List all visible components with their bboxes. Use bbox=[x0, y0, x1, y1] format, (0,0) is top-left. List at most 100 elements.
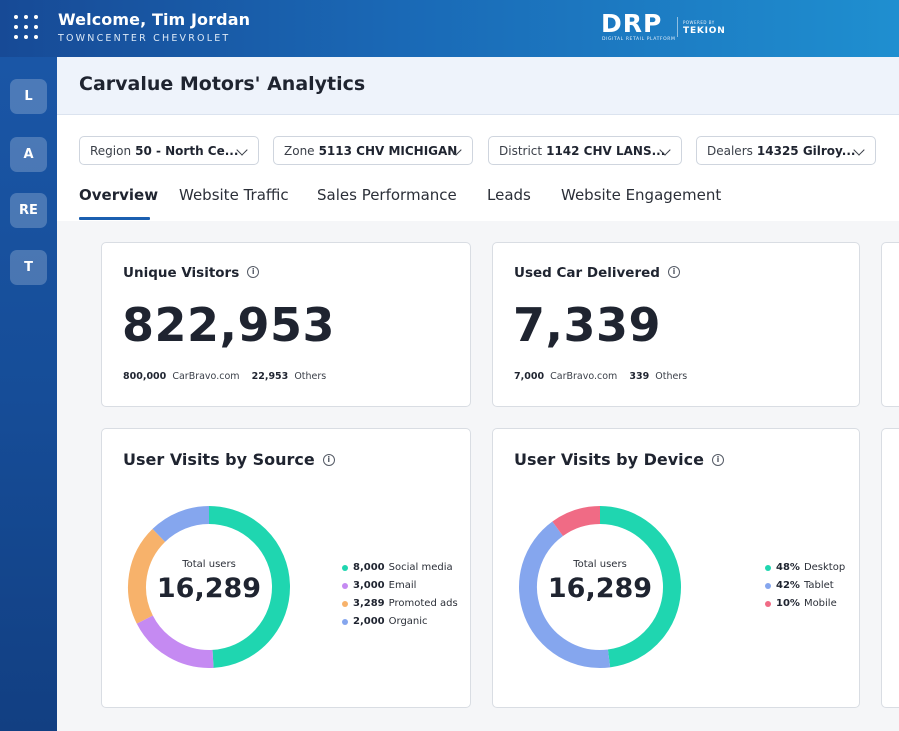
card-title: Unique Visitors bbox=[123, 265, 240, 281]
legend-label: Tablet bbox=[803, 580, 834, 591]
kpi-card-partial bbox=[881, 242, 899, 407]
legend-dot bbox=[342, 564, 348, 571]
legend-dot bbox=[342, 600, 348, 607]
legend-label: Organic bbox=[388, 616, 428, 627]
welcome-text: Welcome, Tim Jordan bbox=[58, 10, 251, 29]
sidebar-item-l[interactable]: L bbox=[10, 79, 47, 114]
legend-amount: 3,000 bbox=[353, 580, 385, 591]
legend-label: Email bbox=[388, 580, 417, 591]
breakdown-amount: 800,000 bbox=[123, 371, 167, 382]
zone-filter-dropdown[interactable]: Zone 5113 CHV MICHIGAN bbox=[273, 136, 473, 165]
filter-value: 1142 CHV LANS... bbox=[546, 143, 666, 158]
chart-card-partial bbox=[881, 428, 899, 708]
powered-by-text: POWERED BY bbox=[683, 20, 715, 25]
donut-center-label: Total users bbox=[573, 559, 627, 570]
district-filter-dropdown[interactable]: District 1142 CHV LANS... bbox=[488, 136, 682, 165]
donut-slice-desktop[interactable] bbox=[599, 506, 681, 668]
kpi-breakdown: 800,000 CarBravo.com 22,953 Others bbox=[123, 371, 326, 382]
filter-label: Zone bbox=[284, 143, 315, 158]
donut-slice-social-media[interactable] bbox=[208, 506, 290, 668]
breakdown-label: CarBravo.com bbox=[172, 371, 240, 382]
breakdown-label: CarBravo.com bbox=[550, 371, 618, 382]
tab-overview[interactable]: Overview bbox=[79, 186, 159, 204]
dealers-filter-dropdown[interactable]: Dealers 14325 Gilroy... bbox=[696, 136, 876, 165]
kpi-breakdown: 7,000 CarBravo.com 339 Others bbox=[514, 371, 687, 382]
kpi-value: 822,953 bbox=[122, 298, 336, 352]
filter-value: 5113 CHV MICHIGAN bbox=[318, 143, 458, 158]
donut-center-value: 16,289 bbox=[547, 573, 653, 604]
page-title-bar: Carvalue Motors' Analytics bbox=[57, 57, 899, 115]
tab-leads[interactable]: Leads bbox=[487, 186, 531, 204]
legend-item-email: 3,000 Email bbox=[342, 580, 416, 591]
sidebar-item-t[interactable]: T bbox=[10, 250, 47, 285]
user-visits-by-source-card: User Visits by Source i Total users 16,28… bbox=[101, 428, 471, 708]
legend-amount: 10% bbox=[776, 598, 800, 609]
donut-slice-promoted-ads[interactable] bbox=[128, 528, 166, 624]
card-title: User Visits by Device bbox=[514, 450, 704, 469]
logo-divider bbox=[677, 17, 678, 37]
card-title: User Visits by Source bbox=[123, 450, 315, 469]
tab-sales-performance[interactable]: Sales Performance bbox=[317, 186, 457, 204]
tekion-logo-text: TEKION bbox=[683, 26, 726, 36]
donut-slice-organic[interactable] bbox=[152, 506, 210, 543]
drp-logo-text: DRP bbox=[601, 9, 663, 38]
info-icon[interactable]: i bbox=[322, 453, 335, 466]
sidebar-item-a[interactable]: A bbox=[10, 137, 47, 172]
dealer-name: TOWNCENTER CHEVROLET bbox=[58, 33, 231, 44]
legend-amount: 48% bbox=[776, 562, 800, 573]
legend-item-tablet: 42% Tablet bbox=[765, 580, 834, 591]
breakdown-amount: 7,000 bbox=[514, 371, 545, 382]
app-grid-icon[interactable] bbox=[14, 15, 42, 43]
legend-item-mobile: 10% Mobile bbox=[765, 598, 837, 609]
filter-value: 50 - North Ce... bbox=[135, 143, 239, 158]
legend-label: Promoted ads bbox=[388, 598, 458, 609]
used-car-delivered-card: Used Car Delivered i 7,339 7,000 CarBravo… bbox=[492, 242, 860, 407]
filter-label: District bbox=[499, 143, 543, 158]
donut-slice-email[interactable] bbox=[136, 615, 214, 668]
breakdown-label: Others bbox=[294, 371, 327, 382]
unique-visitors-card: Unique Visitors i 822,953 800,000 CarBrav… bbox=[101, 242, 471, 407]
filter-value: 14325 Gilroy... bbox=[756, 143, 856, 158]
sidebar: L A RE T bbox=[0, 57, 57, 731]
card-title-wrap: User Visits by Device i bbox=[514, 450, 724, 469]
filter-label: Region bbox=[90, 143, 132, 158]
drp-logo: DRP DIGITAL RETAIL PLATFORM POWERED BY T… bbox=[601, 9, 741, 46]
tab-website-engagement[interactable]: Website Engagement bbox=[561, 186, 722, 204]
legend-amount: 8,000 bbox=[353, 562, 385, 573]
legend-amount: 42% bbox=[776, 580, 800, 591]
card-title-wrap: User Visits by Source i bbox=[123, 450, 335, 469]
breakdown-label: Others bbox=[655, 371, 688, 382]
card-title-wrap: Unique Visitors i bbox=[123, 265, 260, 281]
info-icon[interactable]: i bbox=[712, 453, 724, 466]
device-donut-chart bbox=[519, 506, 681, 668]
legend-amount: 3,289 bbox=[353, 598, 385, 609]
user-visits-by-device-card: User Visits by Device i Total users 16,28… bbox=[492, 428, 860, 708]
legend-dot bbox=[342, 582, 348, 589]
legend-item-social-media: 8,000 Social media bbox=[342, 562, 453, 573]
sidebar-item-re[interactable]: RE bbox=[10, 193, 47, 228]
active-tab-indicator bbox=[79, 217, 150, 220]
info-icon[interactable]: i bbox=[247, 266, 260, 278]
info-icon[interactable]: i bbox=[667, 266, 680, 278]
breakdown-amount: 339 bbox=[629, 371, 650, 382]
card-title: Used Car Delivered bbox=[514, 265, 660, 281]
legend-amount: 2,000 bbox=[353, 616, 385, 627]
legend-dot bbox=[765, 564, 771, 571]
legend-dot bbox=[765, 582, 771, 589]
legend-item-desktop: 48% Desktop bbox=[765, 562, 845, 573]
card-title-wrap: Used Car Delivered i bbox=[514, 265, 680, 281]
page-title: Carvalue Motors' Analytics bbox=[79, 73, 366, 95]
kpi-value: 7,339 bbox=[513, 298, 662, 352]
breakdown-amount: 22,953 bbox=[251, 371, 289, 382]
legend-dot bbox=[342, 618, 348, 625]
drp-logo-subtitle: DIGITAL RETAIL PLATFORM bbox=[602, 37, 676, 42]
donut-slice-mobile[interactable] bbox=[552, 506, 601, 537]
legend-item-organic: 2,000 Organic bbox=[342, 616, 428, 627]
donut-slice-tablet[interactable] bbox=[519, 521, 611, 668]
legend-label: Social media bbox=[388, 562, 453, 573]
tab-website-traffic[interactable]: Website Traffic bbox=[179, 186, 289, 204]
region-filter-dropdown[interactable]: Region 50 - North Ce... bbox=[79, 136, 259, 165]
filter-label: Dealers bbox=[707, 143, 753, 158]
legend-label: Mobile bbox=[803, 598, 837, 609]
legend-item-promoted-ads: 3,289 Promoted ads bbox=[342, 598, 458, 609]
